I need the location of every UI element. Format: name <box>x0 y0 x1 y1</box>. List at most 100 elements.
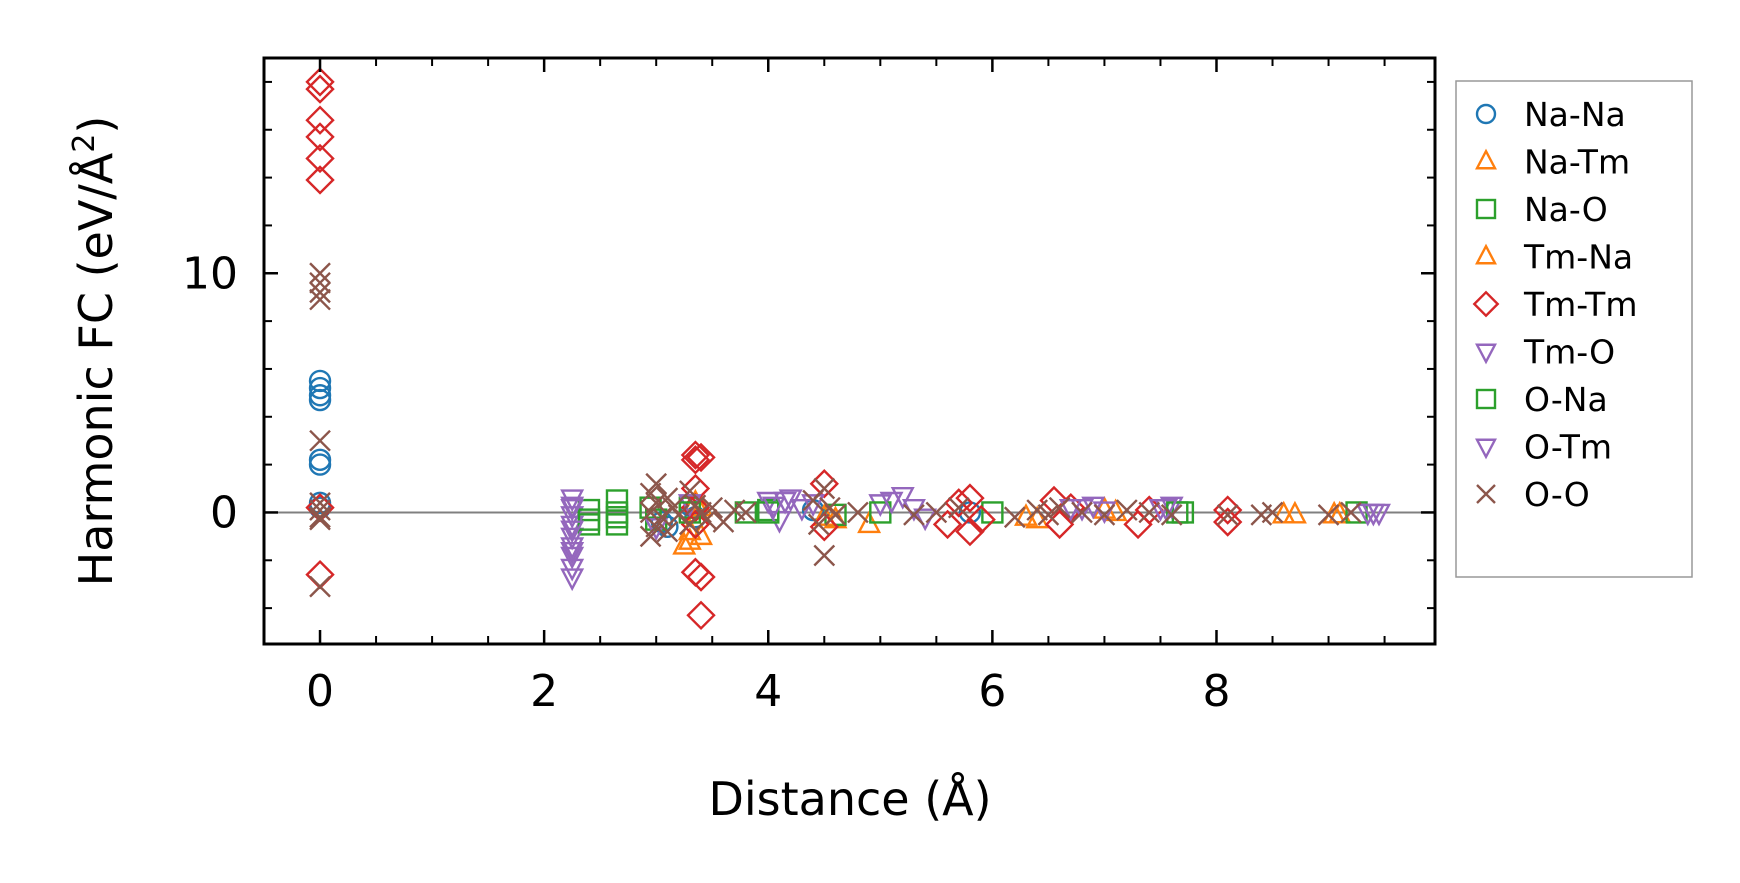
point-tm-tm <box>686 562 716 592</box>
axis-tick-labels: 0 2 4 6 8 0 10 <box>182 248 1230 717</box>
point-o-o <box>309 281 331 304</box>
point-tm-tm <box>680 440 711 470</box>
point-na-o <box>605 489 629 512</box>
legend-marker-na-o <box>1475 198 1497 220</box>
point-o-o <box>1115 499 1138 521</box>
point-o-o <box>309 506 331 529</box>
legend-label-tm-na: Tm-Na <box>1523 238 1633 277</box>
point-o-tm <box>773 491 798 515</box>
point-o-o <box>309 429 331 452</box>
x-tick-label: 4 <box>754 666 782 717</box>
legend-marker-o-na <box>1475 388 1497 410</box>
point-tm-tm <box>305 559 335 590</box>
point-o-na <box>757 501 780 524</box>
legend-label-tm-o: Tm-O <box>1523 333 1615 372</box>
y-axis-title-main: Harmonic FC (eV/Å <box>69 152 123 586</box>
legend-label-tm-tm: Tm-Tm <box>1523 285 1638 324</box>
point-o-o <box>656 520 679 543</box>
x-tick-label: 0 <box>306 666 334 717</box>
point-o-na <box>605 506 629 529</box>
point-o-o <box>847 501 869 524</box>
point-o-o <box>639 482 662 505</box>
axis-ticks <box>263 58 1435 644</box>
point-o-o <box>639 525 662 548</box>
legend-label-o-tm: O-Tm <box>1524 428 1612 467</box>
legend-label-na-na: Na-Na <box>1524 95 1626 134</box>
x-axis-title: Distance (Å) <box>708 772 991 826</box>
point-tm-tm <box>305 74 335 104</box>
legend-box <box>1455 80 1693 578</box>
point-tm-tm <box>305 105 335 135</box>
point-tm-o <box>560 546 585 570</box>
point-na-na <box>308 388 332 412</box>
point-o-o <box>1048 496 1071 519</box>
point-o-o <box>309 575 331 598</box>
point-o-tm <box>560 520 585 544</box>
point-o-o <box>645 515 668 538</box>
legend-marker-o-tm <box>1475 438 1497 460</box>
point-o-o <box>1216 503 1239 526</box>
point-tm-tm <box>305 143 335 174</box>
point-o-o <box>1037 503 1060 526</box>
point-o-o <box>925 501 948 524</box>
point-tm-tm <box>686 442 716 473</box>
point-tm-o <box>868 494 893 517</box>
point-o-o <box>1071 501 1093 524</box>
point-o-o <box>309 499 331 521</box>
point-tm-tm <box>305 165 335 195</box>
point-o-o <box>309 508 331 531</box>
point-o-o <box>1138 501 1161 524</box>
point-tm-o <box>789 498 814 522</box>
point-o-o <box>813 477 836 500</box>
point-o-tm <box>879 491 904 515</box>
point-o-o <box>807 513 830 536</box>
point-na-tm <box>1092 495 1117 519</box>
legend: Na-Na Na-Tm Na-O Tm-Na Tm-Tm Tm-O O-Na O-Tm O-O <box>1455 80 1693 578</box>
point-o-na <box>869 501 892 524</box>
point-tm-tm <box>932 509 963 540</box>
point-na-na <box>308 448 332 472</box>
point-o-o <box>1093 503 1116 526</box>
legend-marker-tm-tm <box>1472 290 1500 318</box>
point-o-o <box>656 487 679 509</box>
point-o-o <box>309 288 331 311</box>
point-o-o <box>639 501 662 524</box>
point-tm-tm <box>809 469 839 499</box>
point-o-o <box>1317 503 1340 526</box>
point-tm-na <box>1282 500 1307 524</box>
point-o-tm <box>560 542 585 565</box>
point-tm-tm <box>686 600 716 630</box>
legend-label-o-na: O-Na <box>1524 380 1608 419</box>
point-o-tm <box>1070 498 1095 522</box>
y-axis-title: Harmonic FC (eV/Å2) <box>67 116 123 587</box>
point-o-tm <box>1355 503 1380 527</box>
plot-frame <box>262 56 1437 646</box>
x-tick-label: 8 <box>1202 666 1230 717</box>
point-o-tm <box>560 498 585 522</box>
data-points-layer <box>305 67 1391 630</box>
point-na-tm <box>672 531 697 555</box>
point-tm-na <box>1025 505 1050 529</box>
legend-marker-na-tm <box>1475 148 1497 170</box>
point-o-o <box>734 501 757 524</box>
point-tm-o <box>1092 501 1117 525</box>
point-tm-tm <box>1212 507 1243 537</box>
point-o-tm <box>761 496 786 520</box>
legend-marker-o-o <box>1476 484 1496 504</box>
point-tm-tm <box>1044 509 1075 540</box>
point-o-o <box>903 503 925 526</box>
point-tm-tm <box>305 122 335 152</box>
x-tick-label: 6 <box>978 666 1006 717</box>
point-na-na <box>308 376 332 400</box>
x-tick-label: 2 <box>530 666 558 717</box>
point-tm-tm <box>955 483 985 513</box>
y-tick-label: 10 <box>182 248 238 299</box>
point-o-na <box>1166 501 1189 524</box>
point-tm-tm <box>305 67 335 97</box>
point-o-o <box>1261 501 1284 524</box>
point-o-na <box>577 508 601 531</box>
legend-marker-tm-o <box>1475 343 1497 365</box>
legend-label-na-o: Na-O <box>1524 190 1608 229</box>
point-tm-na <box>677 527 702 550</box>
